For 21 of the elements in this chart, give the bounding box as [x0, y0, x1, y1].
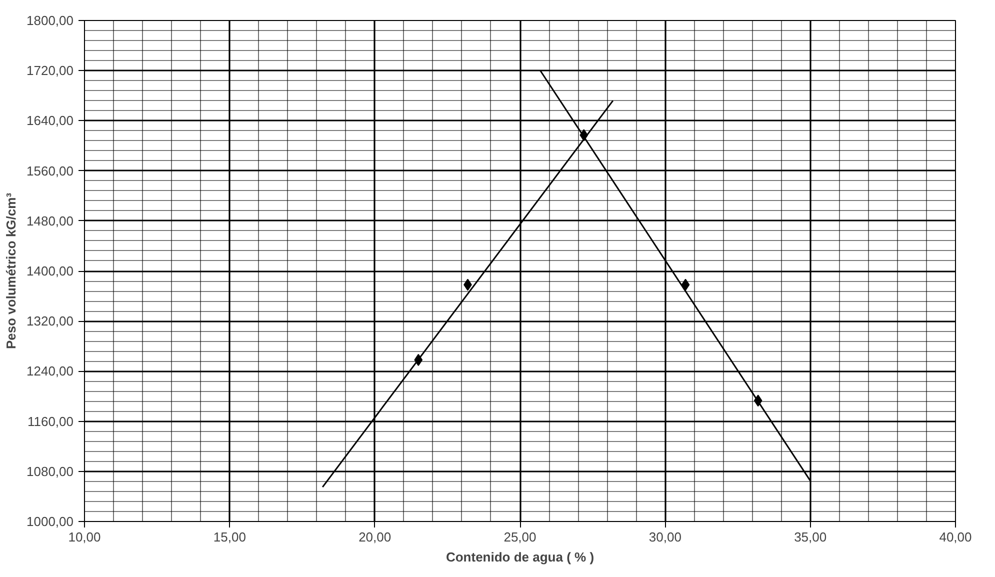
- y-tick-label: 1320,00: [26, 314, 74, 329]
- y-tick-label: 1160,00: [27, 414, 74, 429]
- point: [681, 278, 690, 291]
- x-tick-label: 25,00: [504, 530, 536, 544]
- y-tick-label: 1560,00: [26, 163, 74, 178]
- x-tick-label: 20,00: [358, 530, 392, 544]
- y-tick-label: 1720,00: [26, 63, 74, 78]
- x-tick-label: 15,00: [213, 530, 246, 544]
- y-tick-label: 1400,00: [26, 264, 74, 278]
- y-tick-label: 1640,00: [26, 113, 74, 128]
- y-tick-label: 1080,00: [26, 464, 74, 479]
- x-tick-label: 35,00: [794, 530, 827, 544]
- y-tick-label: 1000,00: [26, 514, 74, 529]
- y-tick-label: 1480,00: [26, 213, 74, 228]
- x-tick-label: 40,00: [939, 530, 972, 544]
- x-tick-label: 10,00: [68, 530, 101, 544]
- y-tick-label: 1240,00: [26, 364, 74, 379]
- y-axis-title: Peso volumétrico kG/cm³: [4, 192, 19, 350]
- x-tick-label: 30,00: [648, 530, 682, 544]
- x-axis-title: Contenido de agua ( % ): [446, 550, 594, 564]
- y-tick-label: 1800,00: [26, 13, 74, 28]
